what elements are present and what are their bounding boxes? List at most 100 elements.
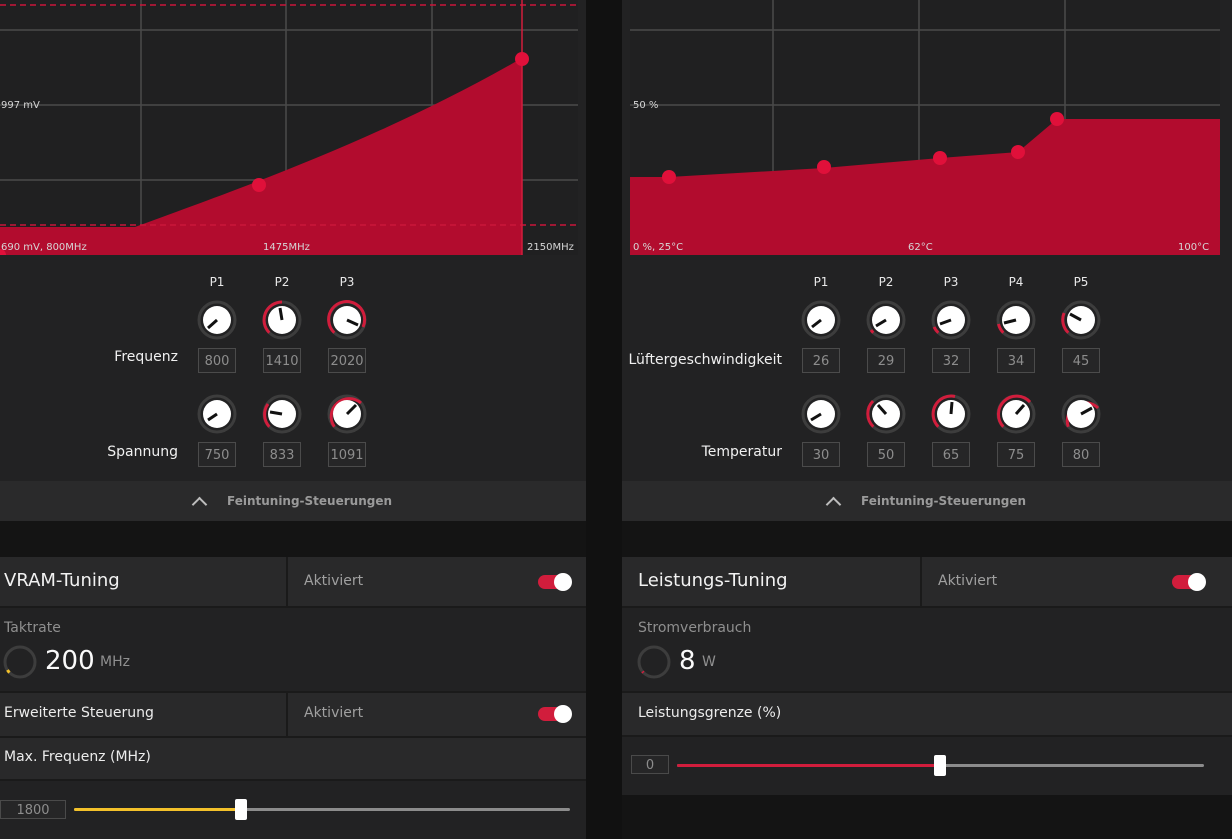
divider — [622, 606, 1232, 608]
curve-point-p1[interactable] — [0, 249, 6, 255]
power-limit-slider-thumb[interactable] — [934, 755, 946, 776]
power-title: Leistungs-Tuning — [638, 570, 788, 591]
curve-left-bottom-label: 690 mV, 800MHz — [1, 242, 87, 253]
fan-speed-value-p5[interactable]: 45 — [1062, 348, 1100, 373]
fan-right-bottom-label: 100°C — [1178, 242, 1209, 253]
power-limit-row — [622, 693, 1232, 735]
power-limit-label: Leistungsgrenze (%) — [638, 705, 782, 721]
power-header — [622, 557, 1232, 607]
power-status-label: Aktiviert — [938, 573, 998, 589]
voltage-row-label: Spannung — [107, 444, 178, 460]
fan-speed-value-p1[interactable]: 26 — [802, 348, 840, 373]
fan-point-label-p3: P3 — [943, 275, 959, 289]
vram-title: VRAM-Tuning — [4, 570, 120, 591]
fan-point-label-p2: P2 — [878, 275, 894, 289]
fan-point-p4[interactable] — [1011, 145, 1025, 159]
power-limit-input[interactable]: 0 — [631, 755, 669, 774]
curve-area — [0, 58, 522, 255]
fan-speed-value-p2[interactable]: 29 — [867, 348, 905, 373]
point-label-p1: P1 — [209, 275, 225, 289]
curve-right-bottom-label: 2150MHz — [527, 242, 574, 253]
max-frequency-slider-thumb[interactable] — [235, 799, 247, 820]
power-tuning-panel: Leistungs-Tuning Aktiviert Stromverbrauc… — [622, 557, 1232, 795]
fine-tuning-label: Feintuning-Steuerungen — [226, 494, 393, 508]
voltage-knob-p3[interactable] — [327, 394, 367, 434]
max-frequency-label: Max. Frequenz (MHz) — [4, 749, 151, 765]
curve-mid-bottom-label: 1475MHz — [263, 242, 310, 253]
power-enable-toggle[interactable] — [1172, 573, 1206, 591]
fan-speed-value-p3[interactable]: 32 — [932, 348, 970, 373]
temperature-value-p4[interactable]: 75 — [997, 442, 1035, 467]
gpu-fine-tuning-toggle[interactable]: Feintuning-Steuerungen — [0, 481, 586, 521]
frequency-knob-p3[interactable] — [327, 300, 367, 340]
voltage-value-p1[interactable]: 750 — [198, 442, 236, 467]
fan-y-mid-label: 50 % — [633, 100, 658, 111]
divider — [920, 557, 922, 607]
fan-point-p1[interactable] — [662, 170, 676, 184]
fan-speed-value-p4[interactable]: 34 — [997, 348, 1035, 373]
temperature-knob-p2[interactable] — [866, 394, 906, 434]
divider — [0, 606, 586, 608]
vram-enable-toggle[interactable] — [538, 573, 572, 591]
advanced-status-label: Aktiviert — [304, 705, 364, 721]
temperature-row-label: Temperatur — [701, 444, 782, 460]
curve-point-p3[interactable] — [515, 52, 529, 66]
fan-point-p2[interactable] — [817, 160, 831, 174]
vram-header — [0, 557, 586, 607]
curve-point-p2[interactable] — [252, 178, 266, 192]
voltage-value-p3[interactable]: 1091 — [328, 442, 366, 467]
temperature-knob-p1[interactable] — [801, 394, 841, 434]
vram-tuning-panel: VRAM-Tuning Aktiviert Taktrate 200 MHz E… — [0, 557, 586, 839]
frequency-value-p3[interactable]: 2020 — [328, 348, 366, 373]
temperature-value-p5[interactable]: 80 — [1062, 442, 1100, 467]
frequency-value-p2[interactable]: 1410 — [263, 348, 301, 373]
fan-point-p3[interactable] — [933, 151, 947, 165]
chevron-up-icon — [825, 496, 842, 512]
power-gauge-icon — [637, 645, 671, 679]
advanced-control-toggle[interactable] — [538, 705, 572, 723]
divider — [286, 557, 288, 607]
fan-point-p5[interactable] — [1050, 112, 1064, 126]
advanced-control-row — [0, 692, 586, 736]
fan-speed-knob-p3[interactable] — [931, 300, 971, 340]
point-label-p3: P3 — [339, 275, 355, 289]
divider — [286, 692, 288, 736]
fan-point-label-p5: P5 — [1073, 275, 1089, 289]
power-consumption-value: 8 — [679, 646, 696, 676]
temperature-knob-p3[interactable] — [931, 394, 971, 434]
temperature-knob-p5[interactable] — [1061, 394, 1101, 434]
frequency-value-p1[interactable]: 800 — [198, 348, 236, 373]
voltage-knob-p1[interactable] — [197, 394, 237, 434]
fan-fine-tuning-toggle[interactable]: Feintuning-Steuerungen — [622, 481, 1232, 521]
temperature-value-p3[interactable]: 65 — [932, 442, 970, 467]
fan-speed-knob-p2[interactable] — [866, 300, 906, 340]
clock-unit: MHz — [100, 654, 130, 670]
max-frequency-row — [0, 738, 586, 779]
fan-curve-chart[interactable]: 50 % 0 %, 25°C 62°C 100°C — [630, 0, 1220, 255]
max-frequency-input[interactable]: 1800 — [0, 800, 66, 819]
frequency-knob-p2[interactable] — [262, 300, 302, 340]
fan-speed-knob-p4[interactable] — [996, 300, 1036, 340]
temperature-value-p2[interactable]: 50 — [867, 442, 905, 467]
advanced-control-label: Erweiterte Steuerung — [4, 705, 154, 721]
frequency-row-label: Frequenz — [114, 349, 178, 365]
gpu-tuning-panel: 997 mV 690 mV, 800MHz 1475MHz 2150MHz P1… — [0, 0, 586, 521]
voltage-knob-p2[interactable] — [262, 394, 302, 434]
clock-value: 200 — [45, 646, 95, 676]
fan-speed-knob-p5[interactable] — [1061, 300, 1101, 340]
fan-point-label-p1: P1 — [813, 275, 829, 289]
temperature-value-p1[interactable]: 30 — [802, 442, 840, 467]
clock-label: Taktrate — [4, 620, 61, 636]
vram-status-label: Aktiviert — [304, 573, 364, 589]
frequency-knob-p1[interactable] — [197, 300, 237, 340]
voltage-value-p2[interactable]: 833 — [263, 442, 301, 467]
divider — [622, 735, 1232, 737]
fan-speed-knob-p1[interactable] — [801, 300, 841, 340]
fan-point-label-p4: P4 — [1008, 275, 1024, 289]
fan-left-bottom-label: 0 %, 25°C — [633, 242, 683, 253]
temperature-knob-p4[interactable] — [996, 394, 1036, 434]
chevron-up-icon — [191, 496, 208, 512]
max-frequency-slider-track[interactable] — [74, 808, 570, 811]
divider — [0, 779, 586, 781]
clock-voltage-curve-chart[interactable]: 997 mV 690 mV, 800MHz 1475MHz 2150MHz — [0, 0, 578, 255]
